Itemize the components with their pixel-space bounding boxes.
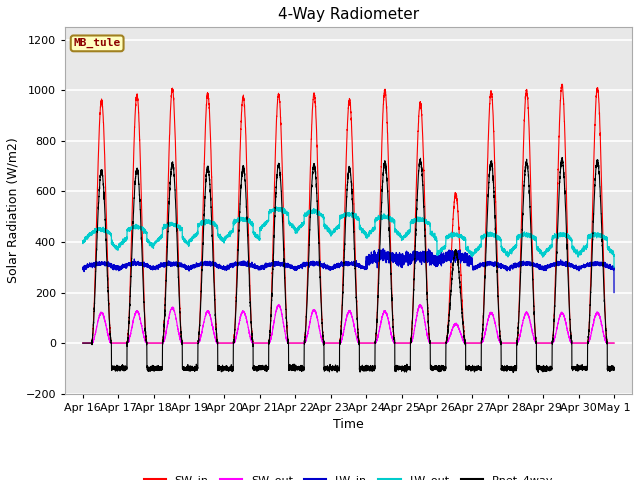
SW_out bbox=[259, 340, 267, 346]
Line: SW_out: SW_out bbox=[83, 305, 614, 343]
Rnet_4way bbox=[482, 246, 490, 252]
LW_out bbox=[259, 224, 267, 229]
Title: 4-Way Radiometer: 4-Way Radiometer bbox=[278, 7, 419, 22]
SW_in bbox=[259, 340, 267, 346]
SW_in bbox=[330, 340, 338, 346]
LW_out bbox=[588, 234, 596, 240]
SW_out bbox=[483, 324, 490, 330]
SW_in bbox=[588, 240, 596, 245]
X-axis label: Time: Time bbox=[333, 418, 364, 431]
LW_in bbox=[79, 266, 86, 272]
Rnet_4way bbox=[559, 155, 566, 160]
Rnet_4way bbox=[581, 365, 589, 371]
Rnet_4way bbox=[79, 340, 86, 346]
LW_out bbox=[483, 232, 490, 238]
Line: SW_in: SW_in bbox=[83, 84, 614, 343]
Rnet_4way bbox=[467, 365, 475, 371]
SW_in bbox=[79, 340, 86, 346]
Line: Rnet_4way: Rnet_4way bbox=[83, 157, 614, 372]
Line: LW_out: LW_out bbox=[83, 207, 614, 267]
LW_in bbox=[588, 260, 596, 266]
LW_out bbox=[79, 238, 86, 244]
SW_in bbox=[558, 81, 566, 87]
Rnet_4way bbox=[588, 260, 596, 265]
Line: LW_in: LW_in bbox=[83, 249, 614, 292]
LW_out bbox=[610, 264, 618, 270]
LW_in bbox=[380, 246, 387, 252]
SW_in bbox=[482, 219, 490, 225]
Rnet_4way bbox=[259, 363, 267, 369]
SW_out bbox=[610, 340, 618, 346]
LW_out bbox=[272, 204, 280, 210]
SW_in bbox=[581, 340, 589, 346]
LW_out bbox=[330, 228, 338, 234]
Rnet_4way bbox=[610, 365, 618, 371]
LW_in bbox=[259, 263, 267, 269]
LW_in bbox=[610, 289, 618, 295]
SW_out bbox=[467, 340, 475, 346]
Text: MB_tule: MB_tule bbox=[74, 38, 121, 48]
LW_in bbox=[483, 261, 490, 267]
Rnet_4way bbox=[330, 365, 338, 371]
SW_out bbox=[581, 340, 589, 346]
SW_in bbox=[467, 340, 475, 346]
SW_in bbox=[610, 340, 618, 346]
LW_in bbox=[581, 263, 589, 269]
SW_out bbox=[79, 340, 86, 346]
Y-axis label: Solar Radiation (W/m2): Solar Radiation (W/m2) bbox=[7, 138, 20, 283]
Rnet_4way bbox=[509, 370, 517, 375]
LW_out bbox=[467, 250, 475, 255]
SW_out bbox=[275, 302, 282, 308]
Legend: SW_in, SW_out, LW_in, LW_out, Rnet_4way: SW_in, SW_out, LW_in, LW_out, Rnet_4way bbox=[139, 471, 557, 480]
SW_out bbox=[330, 340, 338, 346]
LW_in bbox=[330, 264, 338, 270]
SW_out bbox=[588, 328, 596, 334]
LW_out bbox=[581, 245, 589, 251]
LW_in bbox=[467, 260, 475, 265]
